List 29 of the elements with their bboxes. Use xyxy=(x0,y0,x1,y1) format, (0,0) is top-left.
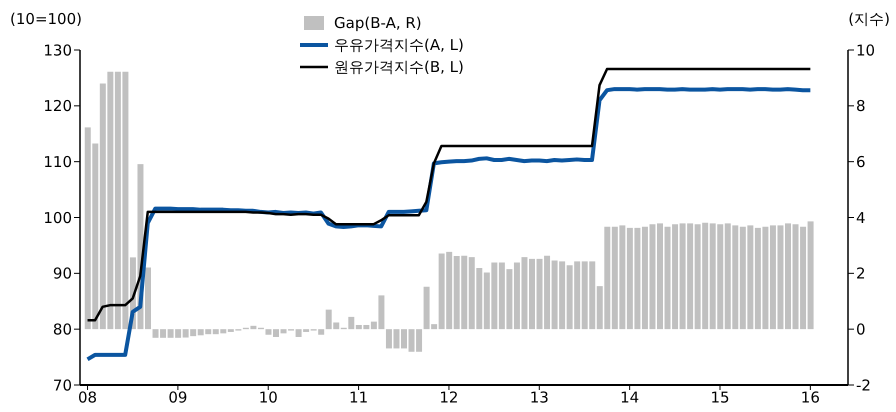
y-tick-label: 70 xyxy=(52,376,72,394)
x-tick-label: 15 xyxy=(710,388,730,407)
y2-tick-label: 8 xyxy=(856,97,866,116)
y-tick-label: 80 xyxy=(52,320,72,338)
y-tick-label: 130 xyxy=(43,41,72,60)
x-tick-label: 13 xyxy=(530,388,549,407)
legend-label: 원유가격지수(B, L) xyxy=(334,57,464,78)
y-tick-label: 100 xyxy=(43,208,72,227)
y-tick-label: 90 xyxy=(52,264,72,283)
x-tick-label: 11 xyxy=(349,388,368,407)
y-tick-label: 120 xyxy=(43,97,72,116)
y-axis-title: (10=100) xyxy=(10,10,82,28)
x-tick-label: 16 xyxy=(800,388,820,407)
legend-label: 우유가격지수(A, L) xyxy=(334,35,464,56)
y2-tick-label: 4 xyxy=(856,208,866,227)
line-series xyxy=(86,87,812,362)
x-tick-label: 10 xyxy=(258,388,278,407)
x-tick-label: 12 xyxy=(439,388,458,407)
y2-tick-label: 6 xyxy=(856,152,866,171)
y2-tick-label: -2 xyxy=(856,376,871,394)
x-tick-label: 09 xyxy=(168,388,188,407)
y-tick-label: 110 xyxy=(43,152,72,171)
y2-tick-label: 2 xyxy=(856,264,866,283)
y2-tick-label: 10 xyxy=(856,41,876,60)
x-tick-label: 08 xyxy=(78,388,98,407)
y2-axis-title: (지수) xyxy=(848,10,890,29)
x-tick-label: 14 xyxy=(620,388,640,407)
y2-tick-label: 0 xyxy=(856,320,866,338)
legend-label: Gap(B-A, R) xyxy=(334,13,422,34)
